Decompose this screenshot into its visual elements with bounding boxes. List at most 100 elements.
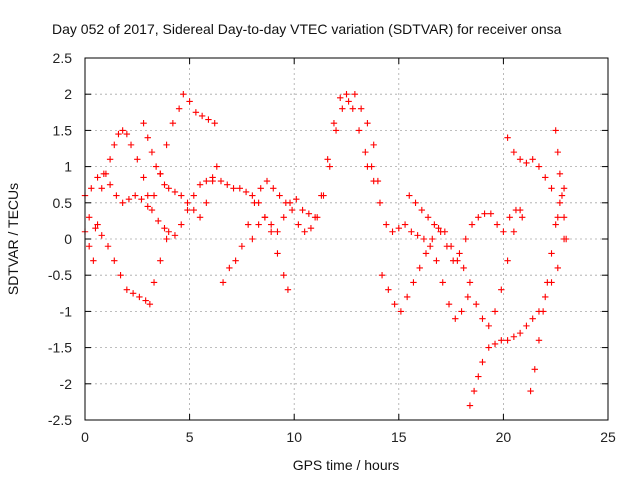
data-point	[251, 199, 258, 206]
data-point	[161, 224, 168, 232]
data-point	[485, 344, 492, 351]
data-point	[349, 105, 356, 112]
data-point	[203, 199, 210, 206]
data-point	[238, 243, 246, 250]
data-point	[203, 177, 210, 185]
plot-marks	[81, 91, 570, 409]
data-point	[242, 188, 250, 196]
data-point	[498, 286, 505, 293]
data-point	[385, 286, 392, 293]
y-axis-label: SDTVAR / TECUs	[5, 183, 21, 295]
y-tick-label: 1.5	[53, 122, 73, 138]
data-point	[542, 293, 549, 301]
data-point	[123, 286, 131, 293]
data-point	[552, 221, 559, 228]
data-point	[410, 279, 417, 286]
data-point	[150, 192, 158, 199]
data-point	[418, 206, 426, 214]
data-point	[473, 300, 480, 308]
data-point	[389, 228, 396, 235]
data-point	[462, 235, 469, 243]
data-point	[422, 250, 430, 257]
data-point	[426, 243, 434, 250]
data-point	[556, 199, 564, 206]
data-point	[305, 210, 313, 217]
data-point	[85, 243, 93, 250]
data-point	[134, 156, 141, 163]
data-point	[163, 141, 170, 149]
data-point	[104, 243, 112, 250]
data-point	[211, 119, 218, 127]
data-point	[401, 221, 409, 228]
y-tick-label: 0	[64, 231, 72, 247]
data-point	[140, 119, 147, 127]
x-tick-label: 15	[391, 429, 407, 445]
data-point	[500, 228, 507, 235]
data-point	[119, 199, 126, 206]
data-point	[403, 293, 411, 301]
data-point	[205, 116, 212, 123]
data-point	[485, 322, 492, 330]
y-tick-label: 2.5	[53, 50, 73, 66]
data-point	[150, 279, 158, 286]
data-point	[504, 337, 511, 344]
data-point	[475, 214, 482, 221]
data-point	[94, 174, 101, 181]
data-point	[516, 329, 524, 337]
data-series	[249, 91, 382, 243]
data-point	[106, 181, 114, 188]
data-point	[249, 192, 256, 199]
data-point	[111, 257, 118, 264]
data-point	[230, 185, 237, 192]
data-point	[148, 148, 156, 156]
data-point	[443, 243, 451, 250]
data-point	[337, 94, 344, 102]
y-tick-label: 2	[64, 86, 72, 102]
data-point	[456, 250, 463, 257]
data-point	[184, 199, 191, 206]
data-point	[119, 127, 126, 134]
data-point	[529, 156, 536, 163]
data-point	[523, 159, 530, 167]
x-tick-labels: 0 5 10 15 20 25	[81, 429, 616, 445]
data-point	[504, 134, 511, 141]
data-point	[171, 232, 179, 239]
data-point	[408, 228, 415, 235]
x-tick-label: 25	[600, 429, 616, 445]
data-point	[552, 127, 559, 134]
data-point	[169, 119, 177, 127]
data-point	[539, 308, 547, 315]
data-point	[299, 206, 306, 214]
data-point	[318, 192, 325, 199]
data-point	[519, 214, 526, 221]
data-point	[512, 206, 520, 214]
data-point	[274, 250, 281, 257]
data-point	[165, 228, 172, 235]
data-point	[232, 257, 239, 264]
data-point	[196, 214, 204, 221]
data-point	[378, 272, 386, 279]
data-series	[504, 134, 568, 243]
data-series	[81, 127, 216, 264]
data-point	[144, 192, 151, 199]
data-point	[236, 185, 244, 192]
data-point	[431, 221, 438, 228]
data-point	[535, 163, 543, 170]
data-point	[562, 235, 570, 243]
data-point	[152, 163, 160, 170]
data-point	[437, 228, 444, 235]
data-point	[343, 91, 350, 98]
chart-title: Day 052 of 2017, Sidereal Day-to-day VTE…	[52, 21, 562, 37]
data-point	[92, 224, 99, 232]
data-point	[224, 181, 231, 188]
data-point	[516, 156, 524, 163]
data-series	[364, 163, 472, 322]
data-point	[554, 148, 561, 156]
data-point	[161, 181, 168, 188]
data-point	[293, 195, 300, 203]
data-point	[175, 105, 183, 112]
data-point	[491, 340, 499, 348]
data-point	[186, 98, 193, 105]
data-point	[527, 387, 534, 395]
data-point	[140, 174, 147, 181]
